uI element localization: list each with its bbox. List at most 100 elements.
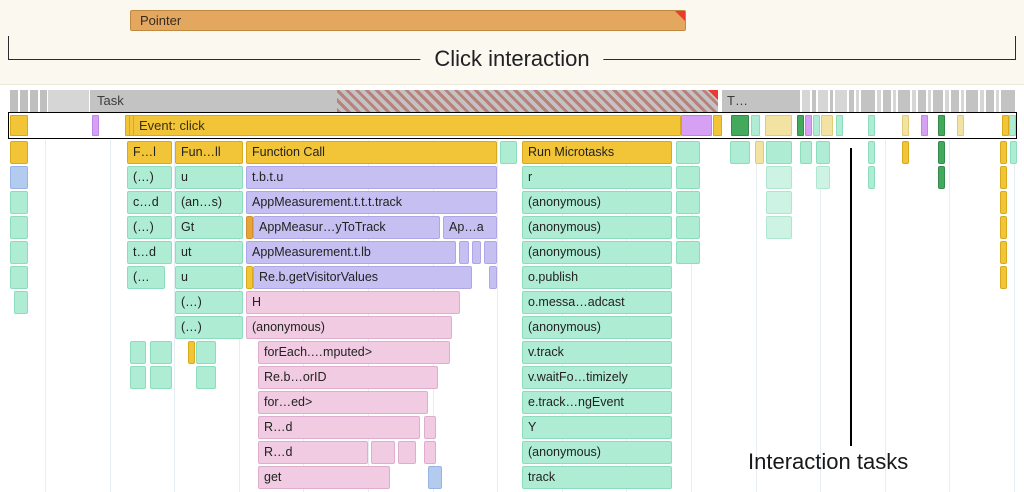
flame-frame[interactable]: u [175,266,243,289]
flame-frame[interactable] [766,166,792,189]
task-segment[interactable] [10,90,47,112]
flame-frame[interactable] [10,241,28,264]
flame-frame[interactable] [150,341,172,364]
task-segment[interactable] [835,90,847,112]
event-segment[interactable] [1002,115,1009,136]
flame-frame[interactable]: (…) [175,291,243,314]
flame-frame[interactable] [459,241,469,264]
flame-frame[interactable] [188,341,195,364]
flame-frame[interactable] [10,166,28,189]
flame-frame[interactable] [938,141,945,164]
task-segment[interactable] [818,90,828,112]
event-segment[interactable] [957,115,964,136]
flame-frame[interactable]: Function Call [246,141,497,164]
flame-frame[interactable]: t.b.t.u [246,166,497,189]
flame-frame[interactable] [676,166,700,189]
task-segment[interactable] [966,90,978,112]
event-segment[interactable] [681,115,712,136]
task-segment[interactable] [933,90,943,112]
flame-frame[interactable]: get [258,466,390,489]
flame-frame[interactable]: (… [127,266,165,289]
flame-frame[interactable]: AppMeasurement.t.lb [246,241,456,264]
task-segment[interactable] [48,90,89,112]
event-segment[interactable] [938,115,945,136]
pointer-interaction-bar[interactable]: Pointer [130,10,686,31]
flame-frame[interactable]: o.messa…adcast [522,291,672,314]
flame-frame[interactable]: (anonymous) [522,241,672,264]
task-segment[interactable] [961,90,964,112]
event-segment[interactable] [868,115,875,136]
flame-frame[interactable] [424,441,436,464]
flame-frame[interactable] [868,166,875,189]
flame-frame[interactable]: Re.b.getVisitorValues [253,266,472,289]
flame-frame[interactable]: R…d [258,441,368,464]
flame-frame[interactable]: e.track…ngEvent [522,391,672,414]
flame-frame[interactable]: c…d [127,191,172,214]
flame-frame[interactable] [14,291,28,314]
flame-frame[interactable] [766,141,792,164]
flame-frame[interactable] [1010,141,1017,164]
task-segment[interactable] [856,90,859,112]
flame-frame[interactable]: AppMeasurement.t.t.t.track [246,191,497,214]
flame-frame[interactable] [196,366,216,389]
flame-frame[interactable] [1000,141,1007,164]
flame-frame[interactable]: (anonymous) [522,191,672,214]
flame-frame[interactable] [766,191,792,214]
event-segment[interactable] [731,115,749,136]
long-task-hatched-region[interactable] [337,90,718,112]
flame-frame[interactable] [730,141,750,164]
task-segment[interactable] [980,90,984,112]
flame-frame[interactable] [150,366,172,389]
flame-frame[interactable] [868,141,875,164]
flame-frame[interactable]: (an…s) [175,191,243,214]
flame-frame[interactable]: Fun…ll [175,141,243,164]
flame-frame[interactable]: v.track [522,341,672,364]
flame-frame[interactable] [424,416,436,439]
flame-frame[interactable] [676,141,700,164]
flame-frame[interactable]: r [522,166,672,189]
flame-frame[interactable] [676,216,700,239]
flame-frame[interactable] [766,216,792,239]
task-segment[interactable] [945,90,949,112]
flame-frame[interactable] [676,191,700,214]
flame-frame[interactable] [246,266,253,289]
flame-frame[interactable]: Gt [175,216,243,239]
task-segment[interactable] [1001,90,1015,112]
task-segment[interactable] [898,90,910,112]
flame-frame[interactable] [938,166,945,189]
event-click-bar[interactable]: Event: click [133,115,681,136]
flame-frame[interactable] [500,141,517,164]
flame-frame[interactable] [472,241,481,264]
flame-frame[interactable]: (anonymous) [522,216,672,239]
event-segment[interactable] [813,115,820,136]
flame-frame[interactable] [196,341,216,364]
event-segment[interactable] [92,115,99,136]
flame-frame[interactable] [816,141,830,164]
flame-frame[interactable]: AppMeasur…yToTrack [253,216,440,239]
task-segment[interactable] [722,90,800,112]
task-segment[interactable] [830,90,833,112]
task-segment[interactable] [802,90,810,112]
flame-frame[interactable]: v.waitFo…timizely [522,366,672,389]
flame-frame[interactable] [371,441,395,464]
flame-frame[interactable]: (anonymous) [246,316,452,339]
flame-frame[interactable] [246,216,253,239]
flame-frame[interactable]: ut [175,241,243,264]
event-segment[interactable] [765,115,792,136]
task-segment[interactable] [918,90,926,112]
flame-frame[interactable] [130,341,146,364]
flame-frame[interactable]: (anonymous) [522,316,672,339]
flame-frame[interactable]: forEach.…mputed> [258,341,450,364]
flame-frame[interactable] [676,241,700,264]
flame-frame[interactable] [1000,216,1007,239]
flame-frame[interactable] [484,241,497,264]
flame-frame[interactable] [10,191,28,214]
flame-frame[interactable]: Ap…a [443,216,497,239]
flame-frame[interactable]: Run Microtasks [522,141,672,164]
flame-frame[interactable] [398,441,416,464]
flame-frame[interactable]: t…d [127,241,172,264]
flame-frame[interactable] [800,141,812,164]
task-segment[interactable] [812,90,816,112]
flame-frame[interactable]: Re.b…orID [258,366,438,389]
flame-frame[interactable]: (anonymous) [522,441,672,464]
